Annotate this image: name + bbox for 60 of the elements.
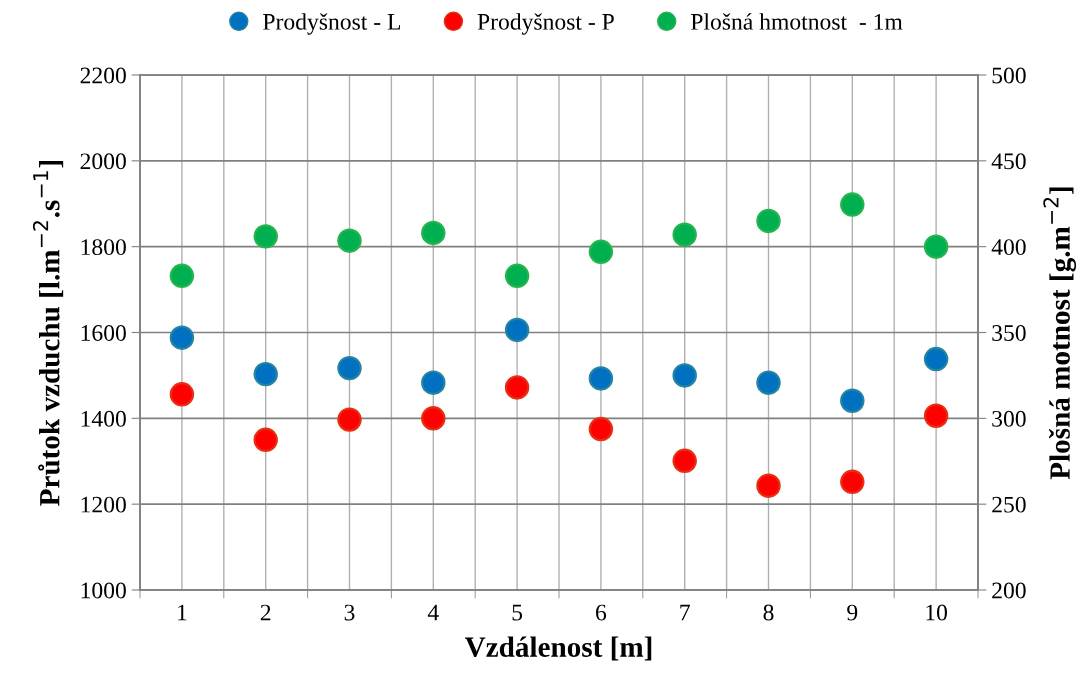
point <box>253 224 278 249</box>
point <box>253 361 278 387</box>
y2-tick-label: 350 <box>992 324 1026 341</box>
point <box>504 317 530 343</box>
x-tick-label: 4 <box>427 604 439 621</box>
point <box>840 469 865 495</box>
y-axis-title: Průtok vzduchu [l.m$^{−2}$.s$^{−1}$] <box>32 160 64 506</box>
point <box>337 228 362 253</box>
point <box>504 263 530 289</box>
point <box>672 448 697 474</box>
x-tick-label: 2 <box>260 604 271 621</box>
y2-tick-label: 500 <box>992 67 1026 84</box>
x-tick-label: 10 <box>926 604 948 621</box>
point <box>756 473 781 498</box>
y2-tick-label: 450 <box>991 153 1026 170</box>
x-tick-label: 1 <box>178 604 187 621</box>
y2-tick-label: 300 <box>992 410 1026 427</box>
point <box>923 346 949 372</box>
point <box>253 427 278 453</box>
point <box>672 222 697 247</box>
y-tick-label: 1200 <box>81 496 126 513</box>
x-tick-label: 8 <box>763 604 774 621</box>
y-tick-label: 1000 <box>81 582 126 599</box>
point <box>756 370 781 395</box>
y-tick-label: 1600 <box>81 324 126 341</box>
x-tick-label: 9 <box>847 604 858 621</box>
x-axis-title: Vzdálenost [m] <box>464 636 652 661</box>
y2-tick-label: 200 <box>992 582 1026 599</box>
x-tick-label: 7 <box>680 604 690 621</box>
point <box>337 407 362 432</box>
x-tick-label: 3 <box>344 604 355 621</box>
point <box>672 363 697 388</box>
y-tick-label: 2000 <box>80 153 126 170</box>
point <box>588 416 614 442</box>
point <box>588 366 614 391</box>
point <box>504 375 530 400</box>
y-tick-label: 1400 <box>81 410 126 427</box>
point <box>840 388 865 413</box>
point <box>588 239 614 265</box>
x-tick-label: 5 <box>512 604 523 621</box>
legend-label: Plošná hmotnost - 1m <box>690 13 903 30</box>
point <box>421 220 446 246</box>
point <box>923 234 949 259</box>
y2-tick-label: 250 <box>992 496 1026 513</box>
legend-label: Prodyšnost - L <box>263 13 401 35</box>
point <box>421 406 446 431</box>
y2-axis-title: Plošná motnost [g.m$^{−2}$] <box>1043 187 1077 480</box>
point <box>421 370 446 395</box>
point <box>840 192 865 217</box>
point <box>337 355 362 381</box>
y2-tick-label: 400 <box>991 239 1026 256</box>
y-tick-label: 2200 <box>80 67 126 84</box>
x-tick-label: 6 <box>596 604 607 621</box>
y-tick-label: 1800 <box>81 239 126 256</box>
legend-label: Prodyšnost - P <box>477 13 614 35</box>
point <box>756 208 781 234</box>
point <box>169 325 195 350</box>
point <box>923 403 949 428</box>
point <box>169 263 195 289</box>
point <box>169 382 195 407</box>
